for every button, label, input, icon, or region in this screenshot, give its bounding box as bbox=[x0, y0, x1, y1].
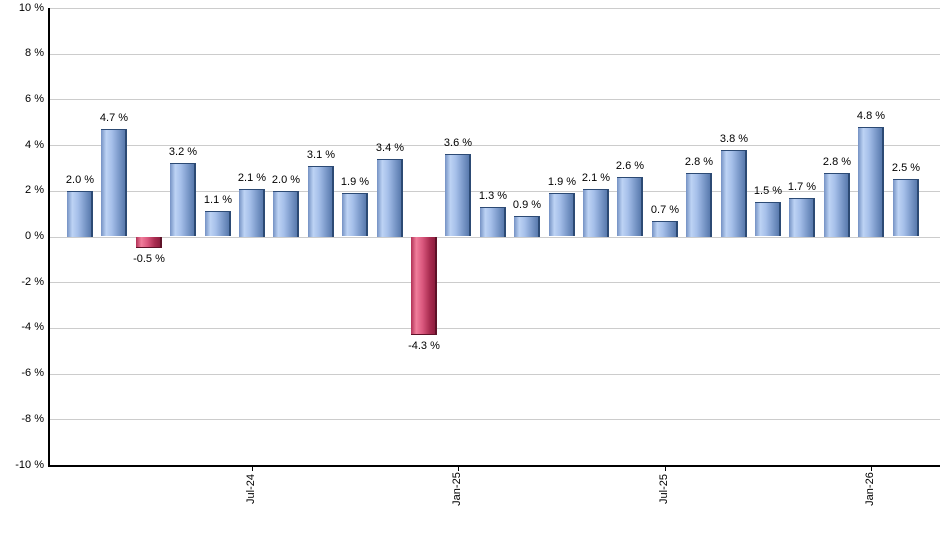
positive-return-bar bbox=[480, 207, 506, 237]
gridline--2 bbox=[49, 282, 940, 283]
bar-value-label: 0.7 % bbox=[650, 204, 680, 216]
gridline-2 bbox=[49, 191, 940, 192]
bar-value-label: 2.8 % bbox=[684, 156, 714, 168]
y-axis-label: 2 % bbox=[25, 184, 44, 196]
x-axis-label: Jul-24 bbox=[245, 474, 257, 504]
bar-value-label: 4.8 % bbox=[856, 110, 886, 122]
positive-return-bar bbox=[101, 129, 127, 236]
y-axis-label: -2 % bbox=[21, 276, 44, 288]
positive-return-bar bbox=[893, 179, 919, 236]
y-axis-label: -4 % bbox=[21, 321, 44, 333]
y-axis-line bbox=[48, 8, 50, 467]
x-axis-tick bbox=[871, 465, 872, 471]
gridline-10 bbox=[49, 8, 940, 9]
bar-value-label: 1.3 % bbox=[478, 190, 508, 202]
positive-return-bar bbox=[308, 166, 334, 237]
bar-value-label: 2.0 % bbox=[65, 174, 95, 186]
y-axis-label: 10 % bbox=[18, 2, 44, 14]
positive-return-bar bbox=[755, 202, 781, 236]
bar-value-label: 1.5 % bbox=[753, 185, 783, 197]
positive-return-bar bbox=[789, 198, 815, 237]
gridline-0 bbox=[49, 237, 940, 238]
y-axis-label: -10 % bbox=[15, 459, 44, 471]
y-axis-label: 8 % bbox=[25, 47, 44, 59]
bar-value-label: 2.8 % bbox=[822, 156, 852, 168]
positive-return-bar bbox=[652, 221, 678, 237]
y-axis-label: -6 % bbox=[21, 367, 44, 379]
positive-return-bar bbox=[617, 177, 643, 236]
bar-value-label: 3.1 % bbox=[306, 149, 336, 161]
positive-return-bar bbox=[273, 191, 299, 237]
bar-value-label: 2.6 % bbox=[615, 160, 645, 172]
positive-return-bar bbox=[721, 150, 747, 237]
y-axis-label: 6 % bbox=[25, 93, 44, 105]
bar-value-label: 3.8 % bbox=[719, 133, 749, 145]
y-axis-label: 4 % bbox=[25, 139, 44, 151]
gridline--8 bbox=[49, 419, 940, 420]
positive-return-bar bbox=[170, 163, 196, 236]
bar-value-label: 2.1 % bbox=[237, 172, 267, 184]
positive-return-bar bbox=[342, 193, 368, 236]
bar-value-label: 3.6 % bbox=[443, 137, 473, 149]
positive-return-bar bbox=[239, 189, 265, 237]
x-axis-line bbox=[48, 465, 940, 467]
y-axis-label: -8 % bbox=[21, 413, 44, 425]
positive-return-bar bbox=[514, 216, 540, 237]
positive-return-bar bbox=[583, 189, 609, 237]
negative-return-bar bbox=[411, 237, 437, 335]
x-axis-tick bbox=[458, 465, 459, 471]
bar-value-label: 2.1 % bbox=[581, 172, 611, 184]
positive-return-bar bbox=[549, 193, 575, 236]
x-axis-label: Jul-25 bbox=[658, 474, 670, 504]
negative-return-bar bbox=[136, 237, 162, 248]
positive-return-bar bbox=[445, 154, 471, 236]
x-axis-tick bbox=[665, 465, 666, 471]
bar-value-label: -4.3 % bbox=[408, 340, 440, 352]
bar-value-label: 3.2 % bbox=[168, 146, 198, 158]
x-axis-label: Jan-25 bbox=[451, 472, 463, 506]
positive-return-bar bbox=[824, 173, 850, 237]
y-axis-label: 0 % bbox=[25, 230, 44, 242]
positive-return-bar bbox=[858, 127, 884, 237]
x-axis-label: Jan-26 bbox=[864, 472, 876, 506]
bar-value-label: 2.0 % bbox=[271, 174, 301, 186]
positive-return-bar bbox=[686, 173, 712, 237]
gridline--4 bbox=[49, 328, 940, 329]
positive-return-bar bbox=[205, 211, 231, 236]
positive-return-bar bbox=[377, 159, 403, 237]
x-axis-tick bbox=[252, 465, 253, 471]
bar-value-label: 1.9 % bbox=[547, 176, 577, 188]
positive-return-bar bbox=[67, 191, 93, 237]
bar-value-label: 1.7 % bbox=[787, 181, 817, 193]
bar-value-label: 0.9 % bbox=[512, 199, 542, 211]
bar-value-label: 1.1 % bbox=[203, 194, 233, 206]
bar-value-label: 3.4 % bbox=[375, 142, 405, 154]
bar-value-label: 2.5 % bbox=[891, 162, 921, 174]
gridline-8 bbox=[49, 54, 940, 55]
gridline-6 bbox=[49, 99, 940, 100]
gridline--6 bbox=[49, 374, 940, 375]
gridline-4 bbox=[49, 145, 940, 146]
bar-value-label: -0.5 % bbox=[133, 253, 165, 265]
bar-value-label: 4.7 % bbox=[99, 112, 129, 124]
bar-value-label: 1.9 % bbox=[340, 176, 370, 188]
